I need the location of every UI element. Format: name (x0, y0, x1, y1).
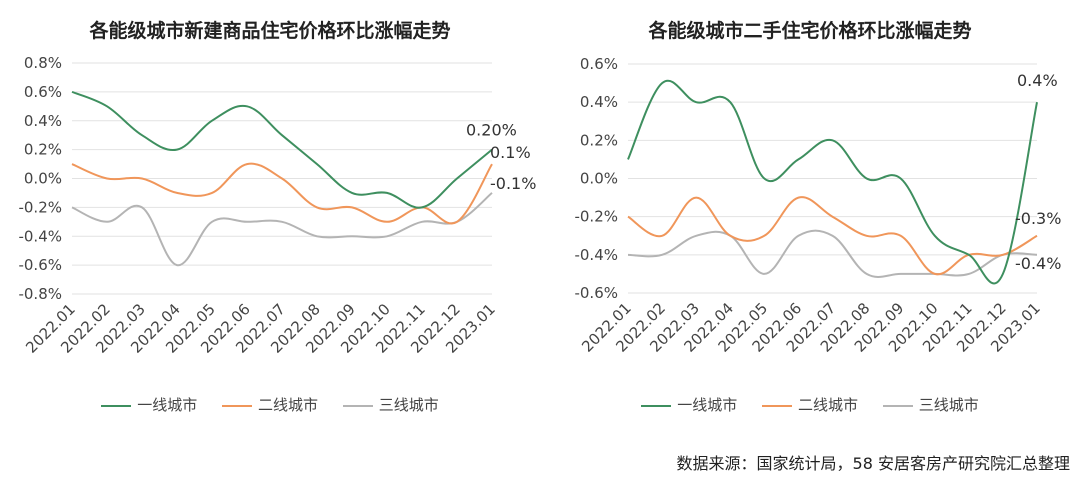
chart-legend: 一线城市 二线城市 三线城市 (540, 394, 1080, 415)
legend-item-tier2: 二线城市 (221, 394, 318, 415)
right-chart-panel: 各能级城市二手住宅价格环比涨幅走势 0.6% 0.4% 0.2% 0.0% -0.2% -… (540, 0, 1080, 430)
data-label: -0.1% (490, 174, 536, 193)
legend-item-tier1: 一线城市 (101, 394, 197, 415)
y-tick-label: 0.2% (24, 141, 62, 159)
legend-label: 一线城市 (677, 396, 738, 414)
y-tick-label: 0.8% (24, 54, 62, 72)
data-label: 0.20% (466, 121, 517, 140)
legend-label: 三线城市 (378, 396, 439, 414)
y-tick-label: -0.4% (18, 227, 62, 245)
y-tick-label: -0.2% (574, 208, 618, 226)
legend-item-tier3: 三线城市 (342, 394, 439, 415)
legend-label: 二线城市 (797, 396, 858, 414)
data-label: -0.3% (1015, 209, 1061, 228)
legend-item-tier1: 一线城市 (641, 394, 737, 415)
data-label: -0.4% (1015, 254, 1061, 273)
y-tick-label: -0.8% (18, 285, 62, 303)
new-housing-price-chart: 0.8% 0.6% 0.4% 0.2% 0.0% -0.2% -0.4% -0.6% -0.8%… (18, 54, 536, 357)
data-label: 0.4% (1017, 71, 1058, 90)
y-tick-label: -0.2% (18, 198, 62, 216)
y-tick-label: -0.6% (18, 256, 62, 274)
y-tick-label: 0.2% (580, 131, 618, 149)
legend-label: 三线城市 (918, 396, 979, 414)
y-tick-label: 0.0% (580, 170, 618, 188)
series-line-3 (627, 229, 1038, 278)
data-source-note: 数据来源：国家统计局，58 安居客房产研究院汇总整理 (676, 454, 1070, 473)
legend-label: 二线城市 (257, 396, 318, 414)
legend-label: 一线城市 (137, 396, 198, 414)
y-tick-label: -0.4% (574, 246, 618, 264)
chart-legend: 一线城市 二线城市 三线城市 (0, 394, 540, 415)
y-tick-label: -0.6% (574, 284, 618, 302)
second-hand-housing-price-chart: 0.6%0.4%0.2%0.0%-0.2%-0.4%-0.6%2022.0120… (574, 55, 1061, 356)
series-line-1 (627, 79, 1038, 285)
legend-item-tier3: 三线城市 (882, 394, 979, 415)
y-tick-label: 0.6% (580, 55, 618, 73)
y-tick-label: 0.4% (580, 93, 618, 111)
data-label: 0.1% (490, 143, 531, 162)
legend-item-tier2: 二线城市 (761, 394, 858, 415)
left-chart-panel: 各能级城市新建商品住宅价格环比涨幅走势 0.8% 0.6% 0.4% 0.2% 0.0%… (0, 0, 540, 430)
series-line-2 (71, 162, 493, 225)
y-tick-label: 0.4% (24, 112, 62, 130)
y-tick-label: 0.0% (24, 170, 62, 188)
series-line-1 (71, 90, 493, 209)
series-line-3 (71, 192, 493, 267)
y-tick-label: 0.6% (24, 83, 62, 101)
chart-title: 各能级城市二手住宅价格环比涨幅走势 (648, 20, 972, 42)
chart-title: 各能级城市新建商品住宅价格环比涨幅走势 (89, 20, 451, 42)
